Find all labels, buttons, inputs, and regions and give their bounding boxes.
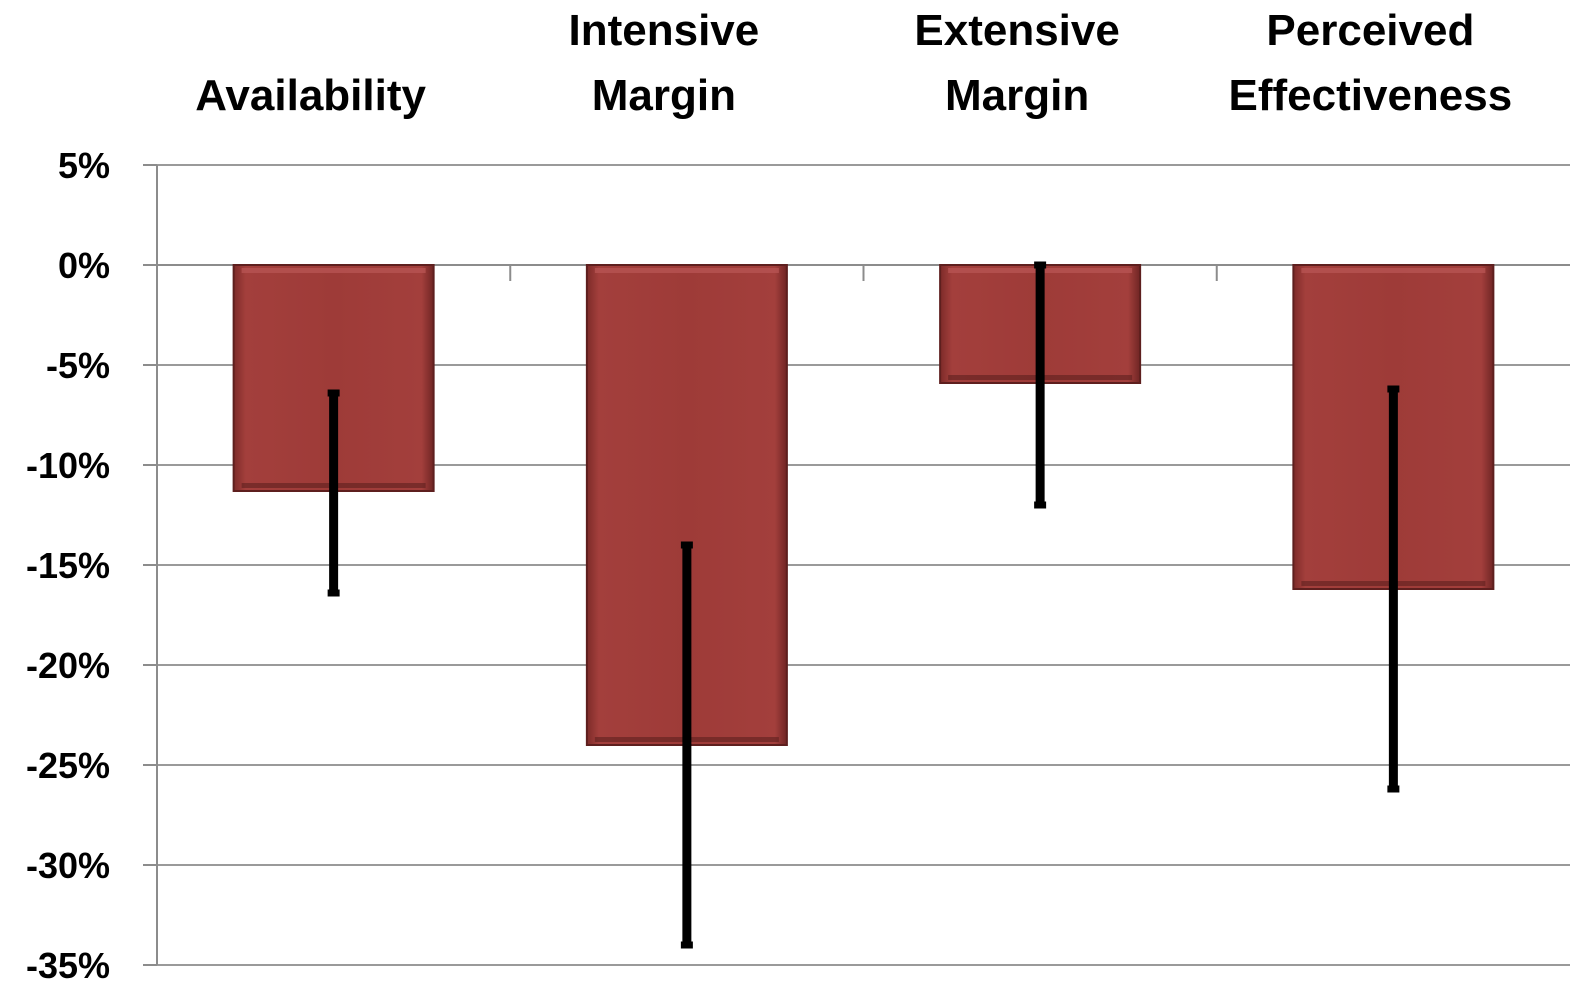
y-tick-label: -30% bbox=[26, 845, 110, 886]
bar-highlight bbox=[1301, 268, 1486, 273]
y-tick-label: 0% bbox=[58, 245, 110, 286]
y-tick-label: -15% bbox=[26, 545, 110, 586]
category-label: Effectiveness bbox=[1229, 71, 1513, 120]
y-tick-label: -10% bbox=[26, 445, 110, 486]
bar-highlight bbox=[241, 268, 426, 273]
category-label: Intensive bbox=[569, 6, 760, 55]
category-label: Availability bbox=[195, 71, 426, 120]
bars bbox=[232, 264, 1495, 746]
category-label: Perceived bbox=[1266, 6, 1474, 55]
labels: 5% 0% -5% -10% -15% -20% -25% -30% -35% Availabil… bbox=[26, 6, 1512, 983]
category-label: Margin bbox=[592, 71, 736, 120]
category-label: Margin bbox=[945, 71, 1089, 120]
category-label: Extensive bbox=[914, 6, 1119, 55]
error-bars bbox=[327, 261, 1400, 949]
y-tick-label: -25% bbox=[26, 745, 110, 786]
y-tick-label: -35% bbox=[26, 945, 110, 983]
y-tick-label: -20% bbox=[26, 645, 110, 686]
y-tick-label: 5% bbox=[58, 145, 110, 186]
y-tick-label: -5% bbox=[46, 345, 110, 386]
bar-highlight bbox=[594, 268, 779, 273]
